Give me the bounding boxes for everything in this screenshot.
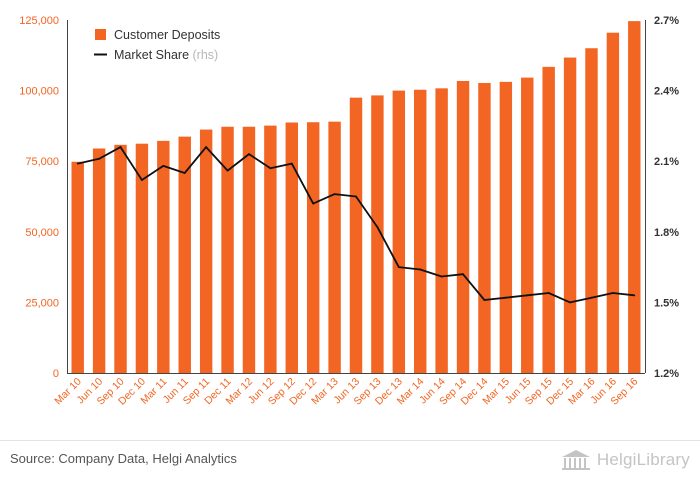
deposit-bar <box>542 66 555 373</box>
market-share-point <box>611 292 614 294</box>
deposit-bar <box>628 21 641 373</box>
market-share-point <box>312 202 315 205</box>
y2-tick-label: 2.7% <box>654 15 679 27</box>
source-note: Source: Company Data, Helgi Analytics <box>10 451 237 466</box>
deposit-bar <box>371 95 384 373</box>
market-share-point <box>183 172 186 174</box>
market-share-point <box>590 296 593 299</box>
y-tick-label: 50,000 <box>25 227 59 239</box>
y-tick-label: 125,000 <box>19 15 59 27</box>
footer-divider <box>0 440 700 441</box>
market-share-point <box>547 292 550 294</box>
market-share-point <box>419 268 422 271</box>
y-tick-label: 100,000 <box>19 86 59 98</box>
market-share-point <box>440 275 443 278</box>
deposit-bar <box>71 161 84 373</box>
market-share-point <box>269 167 272 170</box>
market-share-point <box>76 162 79 165</box>
deposit-bar <box>285 122 298 373</box>
market-share-point <box>504 296 507 299</box>
brand-name: HelgiLibrary <box>596 450 690 469</box>
y2-tick-label: 1.5% <box>654 297 679 309</box>
deposit-bar <box>328 121 341 373</box>
market-share-point <box>226 169 229 172</box>
market-share-point <box>162 165 165 167</box>
deposit-bar <box>392 90 406 373</box>
deposit-bar <box>563 57 577 373</box>
market-share-point <box>98 157 101 160</box>
y2-tick-label: 1.8% <box>654 227 679 239</box>
market-share-point <box>205 146 208 148</box>
deposit-bar <box>135 143 149 373</box>
deposit-bar <box>221 126 234 374</box>
market-share-point <box>248 153 250 156</box>
market-share-point <box>569 301 571 304</box>
deposit-bar <box>92 148 106 373</box>
library-building-icon <box>561 450 590 470</box>
market-share-point <box>119 146 122 148</box>
bars <box>71 21 641 374</box>
market-share-point <box>376 226 379 228</box>
market-share-point <box>141 179 143 181</box>
market-share-point <box>355 195 357 198</box>
legend-label-deposits: Customer Deposits <box>114 28 220 42</box>
deposit-bar <box>435 88 448 374</box>
market-share-point <box>526 294 529 297</box>
legend-swatch-bar <box>95 29 106 40</box>
deposit-bar <box>521 77 534 374</box>
deposit-bar <box>606 32 620 373</box>
market-share-point <box>633 294 636 297</box>
market-share-point <box>462 273 464 276</box>
deposit-bar <box>585 48 598 374</box>
y-tick-label: 75,000 <box>25 156 59 168</box>
deposit-bar <box>306 122 320 374</box>
axes <box>67 20 646 374</box>
market-share-point <box>333 193 336 196</box>
deposit-bar <box>499 81 513 374</box>
y-tick-label: 25,000 <box>25 297 59 309</box>
brand-logo: HelgiLibrary <box>561 446 690 474</box>
legend: Customer Deposits Market Share (rhs) <box>94 28 220 62</box>
y2-tick-label: 1.2% <box>654 368 679 380</box>
y2-tick-label: 2.4% <box>654 86 679 98</box>
market-share-line-group <box>76 146 636 304</box>
deposit-bar <box>456 80 470 373</box>
market-share-point <box>483 299 486 301</box>
market-share-point <box>290 162 293 165</box>
y-tick-label: 0 <box>53 368 59 380</box>
deposit-bar <box>478 82 491 374</box>
deposit-bar <box>114 144 127 373</box>
deposit-bar <box>264 125 277 373</box>
legend-label-market-share: Market Share (rhs) <box>114 48 218 62</box>
deposit-bar <box>199 129 213 373</box>
deposit-bar <box>157 140 170 373</box>
deposit-bar <box>178 136 191 373</box>
deposit-bar <box>349 97 363 373</box>
market-share-point <box>397 266 400 268</box>
deposit-bar <box>242 126 256 374</box>
deposit-bar <box>414 89 427 373</box>
y2-tick-label: 2.1% <box>654 156 679 168</box>
